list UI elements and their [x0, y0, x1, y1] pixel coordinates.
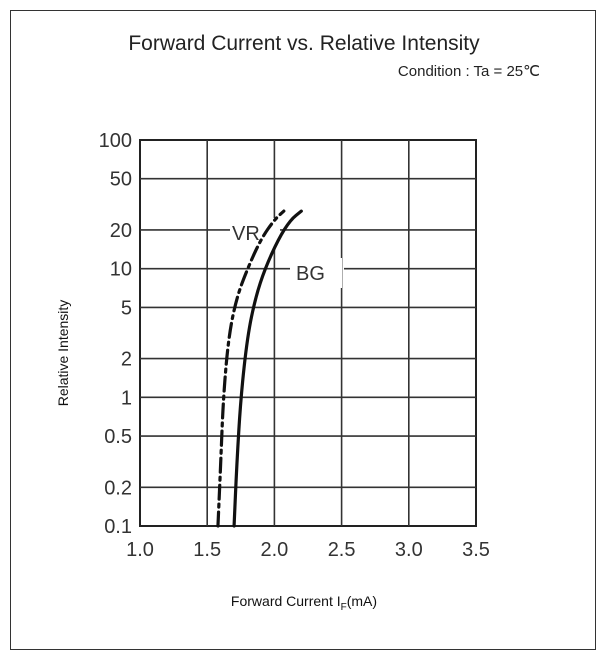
y-tick-label: 0.2: [104, 477, 132, 499]
y-tick-label: 0.5: [104, 426, 132, 448]
y-tick-label: 50: [110, 169, 132, 191]
y-tick-label: 20: [110, 220, 132, 242]
series-line-bg: [232, 209, 303, 528]
y-tick-label: 100: [99, 130, 132, 152]
x-tick-label: 1.5: [193, 539, 221, 561]
chart-subtitle: Condition : Ta = 25℃: [397, 63, 540, 80]
series-label-vr: VR: [232, 223, 260, 245]
series-line-vr: [216, 209, 286, 528]
plot-area-border: [139, 139, 477, 527]
vr-label-bg: [230, 218, 278, 248]
y-tick-label: 2: [121, 349, 132, 371]
y-tick-label: 0.1: [104, 516, 132, 538]
y-tick-label: 5: [121, 297, 132, 319]
x-tick-label: 3.0: [395, 539, 423, 561]
y-axis-label: Relative Intensity: [55, 300, 71, 407]
x-tick-label: 3.5: [462, 539, 490, 561]
x-axis-label: Forward Current IF(mA): [231, 593, 377, 613]
series-label-bg: BG: [296, 263, 325, 285]
chart-frame: [10, 10, 596, 650]
y-tick-label: 1: [121, 387, 132, 409]
x-tick-label: 2.0: [260, 539, 288, 561]
forward-current-chart: 1.0 1.5 2.0 2.5 3.0 3.51005020105210.50.20.1 …: [55, 130, 490, 613]
x-tick-label: 2.5: [328, 539, 356, 561]
chart-title: Forward Current vs. Relative Intensity: [128, 32, 480, 55]
bg-label-bg: [292, 258, 342, 288]
y-tick-label: 10: [110, 259, 132, 281]
x-tick-label: 1.0: [126, 539, 154, 561]
